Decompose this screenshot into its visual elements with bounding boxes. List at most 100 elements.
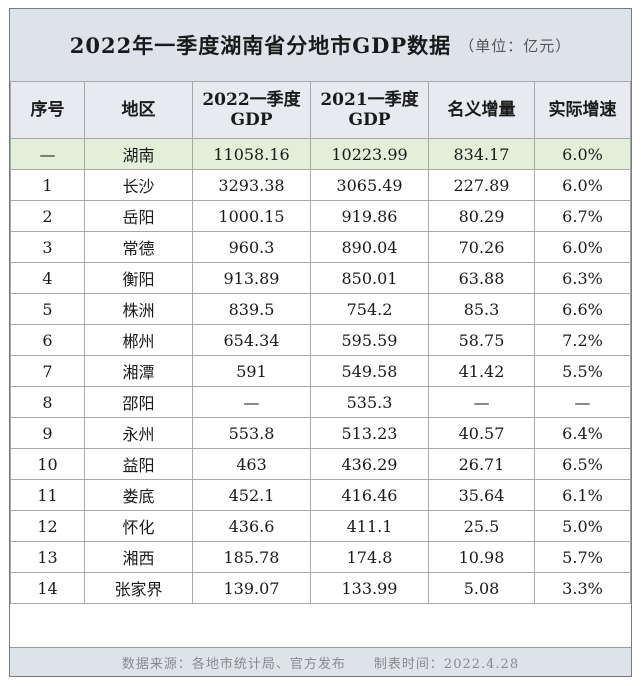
cell-increase: 80.29 bbox=[428, 200, 535, 232]
cell-growth: 5.5% bbox=[534, 355, 631, 387]
cell-index: 9 bbox=[10, 417, 85, 449]
cell-region: 郴州 bbox=[84, 324, 193, 356]
cell-region: 湖南 bbox=[84, 138, 193, 170]
table-row: 4 衡阳 913.89 850.01 63.88 6.3% bbox=[10, 262, 631, 294]
cell-increase: 5.08 bbox=[428, 572, 535, 604]
cell-growth: 6.0% bbox=[534, 138, 631, 170]
cell-region: 湘西 bbox=[84, 541, 193, 573]
cell-gdp-2021: 850.01 bbox=[310, 262, 429, 294]
cell-increase: 85.3 bbox=[428, 293, 535, 325]
cell-growth: 6.3% bbox=[534, 262, 631, 294]
cell-increase: 70.26 bbox=[428, 231, 535, 263]
cell-gdp-2022: 553.8 bbox=[192, 417, 311, 449]
cell-increase: 63.88 bbox=[428, 262, 535, 294]
cell-region: 怀化 bbox=[84, 510, 193, 542]
cell-gdp-2022: 839.5 bbox=[192, 293, 311, 325]
cell-gdp-2021: 10223.99 bbox=[310, 138, 429, 170]
cell-gdp-2021: 436.29 bbox=[310, 448, 429, 480]
table-title: 2022年一季度湖南省分地市GDP数据 bbox=[69, 33, 452, 58]
cell-index: 5 bbox=[10, 293, 85, 325]
header-region: 地区 bbox=[84, 81, 193, 139]
cell-increase: 35.64 bbox=[428, 479, 535, 511]
header-index: 序号 bbox=[10, 81, 85, 139]
cell-index: 7 bbox=[10, 355, 85, 387]
cell-gdp-2022: 591 bbox=[192, 355, 311, 387]
cell-growth: 6.4% bbox=[534, 417, 631, 449]
cell-growth: 7.2% bbox=[534, 324, 631, 356]
footer-bar: 数据来源：各地市统计局、官方发布 制表时间：2022.4.28 bbox=[10, 647, 631, 676]
cell-gdp-2021: 919.86 bbox=[310, 200, 429, 232]
cell-gdp-2021: 754.2 bbox=[310, 293, 429, 325]
cell-gdp-2022: — bbox=[192, 386, 311, 418]
cell-gdp-2022: 913.89 bbox=[192, 262, 311, 294]
table-row: 13 湘西 185.78 174.8 10.98 5.7% bbox=[10, 541, 631, 573]
cell-index: 13 bbox=[10, 541, 85, 573]
header-gdp-2022: 2022一季度 GDP bbox=[192, 81, 311, 139]
cell-increase: 834.17 bbox=[428, 138, 535, 170]
cell-growth: 3.3% bbox=[534, 572, 631, 604]
cell-increase: 10.98 bbox=[428, 541, 535, 573]
cell-index: 1 bbox=[10, 169, 85, 201]
cell-gdp-2021: 549.58 bbox=[310, 355, 429, 387]
table-row: 3 常德 960.3 890.04 70.26 6.0% bbox=[10, 231, 631, 263]
cell-index: 2 bbox=[10, 200, 85, 232]
cell-region: 株洲 bbox=[84, 293, 193, 325]
cell-gdp-2022: 463 bbox=[192, 448, 311, 480]
cell-gdp-2021: 513.23 bbox=[310, 417, 429, 449]
table-row: 8 邵阳 — 535.3 — — bbox=[10, 386, 631, 418]
table-row: 1 长沙 3293.38 3065.49 227.89 6.0% bbox=[10, 169, 631, 201]
table-row: 10 益阳 463 436.29 26.71 6.5% bbox=[10, 448, 631, 480]
cell-index: 8 bbox=[10, 386, 85, 418]
cell-index: 3 bbox=[10, 231, 85, 263]
cell-increase: 227.89 bbox=[428, 169, 535, 201]
cell-gdp-2022: 185.78 bbox=[192, 541, 311, 573]
cell-gdp-2021: 416.46 bbox=[310, 479, 429, 511]
gdp-table: 序号 地区 2022一季度 GDP 2021一季度 GDP 名义增量 实际增速 … bbox=[10, 81, 631, 604]
cell-increase: 40.57 bbox=[428, 417, 535, 449]
cell-gdp-2022: 436.6 bbox=[192, 510, 311, 542]
header-growth: 实际增速 bbox=[534, 81, 631, 139]
cell-gdp-2022: 654.34 bbox=[192, 324, 311, 356]
cell-growth: 6.0% bbox=[534, 169, 631, 201]
table-row: 11 娄底 452.1 416.46 35.64 6.1% bbox=[10, 479, 631, 511]
table-row: 14 张家界 139.07 133.99 5.08 3.3% bbox=[10, 572, 631, 604]
cell-region: 娄底 bbox=[84, 479, 193, 511]
cell-growth: 6.5% bbox=[534, 448, 631, 480]
table-row: 5 株洲 839.5 754.2 85.3 6.6% bbox=[10, 293, 631, 325]
gdp-table-card: 2022年一季度湖南省分地市GDP数据 （单位：亿元） 序号 地区 2022一季… bbox=[9, 8, 632, 677]
table-body: — 湖南 11058.16 10223.99 834.17 6.0% 1 长沙 … bbox=[10, 138, 631, 604]
cell-index: 6 bbox=[10, 324, 85, 356]
cell-gdp-2022: 11058.16 bbox=[192, 138, 311, 170]
cell-region: 邵阳 bbox=[84, 386, 193, 418]
cell-region: 衡阳 bbox=[84, 262, 193, 294]
table-row: 7 湘潭 591 549.58 41.42 5.5% bbox=[10, 355, 631, 387]
cell-region: 张家界 bbox=[84, 572, 193, 604]
cell-growth: — bbox=[534, 386, 631, 418]
cell-gdp-2021: 535.3 bbox=[310, 386, 429, 418]
cell-growth: 5.0% bbox=[534, 510, 631, 542]
cell-gdp-2021: 890.04 bbox=[310, 231, 429, 263]
cell-growth: 6.6% bbox=[534, 293, 631, 325]
data-source-note: 数据来源：各地市统计局、官方发布 bbox=[121, 656, 346, 672]
cell-gdp-2021: 174.8 bbox=[310, 541, 429, 573]
cell-gdp-2021: 595.59 bbox=[310, 324, 429, 356]
cell-gdp-2021: 411.1 bbox=[310, 510, 429, 542]
table-row: 12 怀化 436.6 411.1 25.5 5.0% bbox=[10, 510, 631, 542]
cell-increase: — bbox=[428, 386, 535, 418]
cell-increase: 41.42 bbox=[428, 355, 535, 387]
cell-gdp-2022: 1000.15 bbox=[192, 200, 311, 232]
cell-gdp-2022: 3293.38 bbox=[192, 169, 311, 201]
cell-region: 永州 bbox=[84, 417, 193, 449]
cell-increase: 26.71 bbox=[428, 448, 535, 480]
table-date-note: 制表时间：2022.4.28 bbox=[373, 656, 520, 672]
cell-index: — bbox=[10, 138, 85, 170]
header-row: 序号 地区 2022一季度 GDP 2021一季度 GDP 名义增量 实际增速 bbox=[10, 81, 631, 139]
cell-increase: 58.75 bbox=[428, 324, 535, 356]
title-bar: 2022年一季度湖南省分地市GDP数据 （单位：亿元） bbox=[10, 9, 631, 82]
header-gdp-2021: 2021一季度 GDP bbox=[310, 81, 429, 139]
unit-note: （单位：亿元） bbox=[459, 36, 572, 55]
cell-gdp-2022: 960.3 bbox=[192, 231, 311, 263]
cell-region: 益阳 bbox=[84, 448, 193, 480]
cell-index: 11 bbox=[10, 479, 85, 511]
cell-gdp-2021: 3065.49 bbox=[310, 169, 429, 201]
